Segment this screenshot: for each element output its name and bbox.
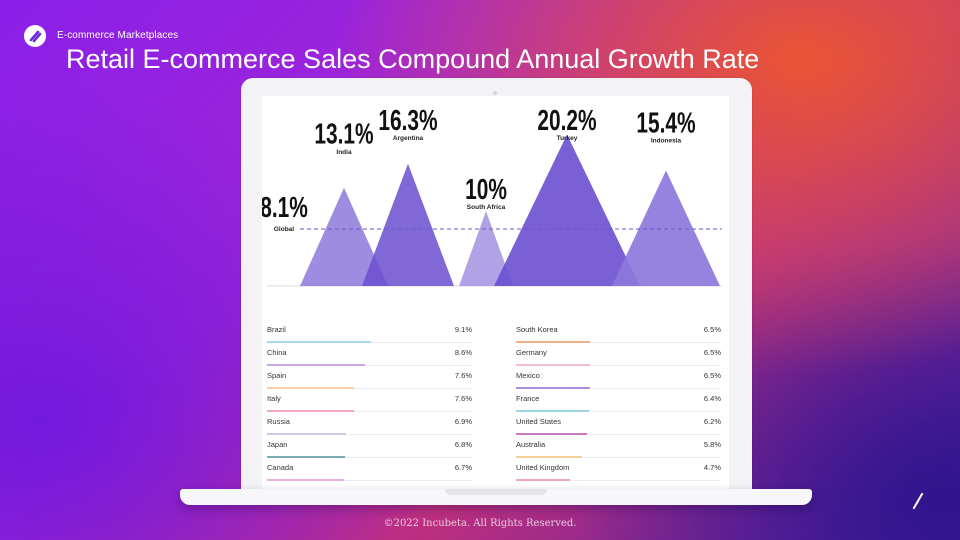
country-growth-value: 8.6% bbox=[454, 348, 472, 357]
list-item: Brazil 9.1% bbox=[267, 320, 472, 343]
country-growth-value: 6.7% bbox=[454, 463, 472, 472]
peak-south-africa bbox=[459, 211, 513, 286]
country-growth-bar bbox=[267, 387, 354, 389]
country-growth-value: 7.6% bbox=[454, 394, 472, 403]
list-item: China 8.6% bbox=[267, 343, 472, 366]
country-growth-bar bbox=[267, 410, 354, 412]
peak-value-india: 13.1% bbox=[314, 119, 373, 151]
country-name: United Kingdom bbox=[516, 463, 570, 472]
list-item: Japan 6.8% bbox=[267, 435, 472, 458]
list-item: Spain 7.6% bbox=[267, 366, 472, 389]
list-item: Mexico 6.5% bbox=[516, 366, 721, 389]
peak-value-south-africa: 10% bbox=[465, 174, 507, 206]
global-average-label: Global bbox=[274, 226, 294, 233]
country-growth-bar bbox=[516, 456, 583, 458]
country-name: Mexico bbox=[516, 371, 540, 380]
list-item: United States 6.2% bbox=[516, 412, 721, 435]
country-growth-value: 9.1% bbox=[454, 325, 472, 334]
peak-label-argentina: Argentina bbox=[393, 135, 424, 142]
country-name: United States bbox=[516, 417, 562, 426]
country-name: Italy bbox=[267, 394, 281, 403]
list-item: Australia 5.8% bbox=[516, 435, 721, 458]
logo-mark-icon bbox=[29, 30, 42, 43]
country-growth-bar bbox=[516, 364, 591, 366]
incubeta-logo bbox=[24, 25, 46, 47]
country-name: Australia bbox=[516, 440, 546, 449]
country-name: Brazil bbox=[267, 325, 286, 334]
country-growth-value: 6.2% bbox=[703, 417, 721, 426]
country-growth-value: 4.7% bbox=[703, 463, 721, 472]
country-growth-bar bbox=[267, 433, 346, 435]
peak-label-south-africa: South Africa bbox=[467, 204, 506, 211]
country-name: Spain bbox=[267, 371, 287, 380]
country-growth-value: 6.5% bbox=[703, 371, 721, 380]
country-name: Russia bbox=[267, 417, 290, 426]
peak-value-argentina: 16.3% bbox=[378, 105, 437, 137]
slash-mark-icon bbox=[912, 492, 924, 510]
peak-value-turkey: 20.2% bbox=[537, 105, 596, 137]
peak-label-india: India bbox=[336, 149, 352, 156]
camera-dot bbox=[493, 91, 497, 95]
laptop-notch bbox=[445, 489, 547, 495]
country-growth-bar bbox=[516, 433, 587, 435]
peak-value-indonesia: 15.4% bbox=[636, 107, 695, 139]
list-item: United Kingdom 4.7% bbox=[516, 458, 721, 481]
country-list-right: South Korea 6.5% Germany 6.5% Mexico 6.5% Fran… bbox=[516, 320, 721, 481]
country-growth-bar bbox=[516, 479, 570, 481]
country-growth-bar bbox=[267, 456, 345, 458]
list-item: Canada 6.7% bbox=[267, 458, 472, 481]
list-item: Germany 6.5% bbox=[516, 343, 721, 366]
country-growth-bar bbox=[516, 410, 590, 412]
peak-indonesia bbox=[612, 170, 720, 286]
laptop-frame: 13.1% India 16.3% Argentina 10% South Africa 2… bbox=[241, 78, 752, 494]
peak-label-indonesia: Indonesia bbox=[651, 138, 682, 145]
country-growth-value: 6.4% bbox=[703, 394, 721, 403]
laptop-screen: 13.1% India 16.3% Argentina 10% South Africa 2… bbox=[262, 96, 729, 494]
country-growth-value: 7.6% bbox=[454, 371, 472, 380]
slide-title: Retail E-commerce Sales Compound Annual … bbox=[66, 44, 760, 74]
country-name: South Korea bbox=[516, 325, 558, 334]
country-growth-value: 5.8% bbox=[703, 440, 721, 449]
peak-turkey bbox=[494, 134, 640, 286]
laptop-base bbox=[180, 489, 812, 505]
country-growth-value: 6.8% bbox=[454, 440, 472, 449]
section-kicker: E-commerce Marketplaces bbox=[57, 30, 179, 41]
country-name: Canada bbox=[267, 463, 294, 472]
country-growth-bar bbox=[516, 387, 591, 389]
list-item: France 6.4% bbox=[516, 389, 721, 412]
country-growth-bar bbox=[516, 341, 591, 343]
peak-label-turkey: Turkey bbox=[557, 135, 578, 142]
country-growth-bar bbox=[267, 341, 371, 343]
global-average-value: 8.1% bbox=[262, 192, 308, 224]
list-item: Italy 7.6% bbox=[267, 389, 472, 412]
country-growth-bar bbox=[267, 364, 366, 366]
country-name: France bbox=[516, 394, 540, 403]
country-list-left: Brazil 9.1% China 8.6% Spain 7.6% Italy 7.6% Rus… bbox=[267, 320, 472, 481]
country-name: China bbox=[267, 348, 287, 357]
peak-india bbox=[300, 187, 388, 286]
peak-argentina bbox=[362, 163, 454, 286]
list-item: Russia 6.9% bbox=[267, 412, 472, 435]
country-growth-value: 6.5% bbox=[703, 348, 721, 357]
country-growth-value: 6.5% bbox=[703, 325, 721, 334]
country-name: Germany bbox=[516, 348, 547, 357]
list-item: South Korea 6.5% bbox=[516, 320, 721, 343]
country-growth-value: 6.9% bbox=[454, 417, 472, 426]
country-growth-bar bbox=[267, 479, 344, 481]
growth-peaks-chart: 13.1%India 16.3%Argentina 10%South Africa 2… bbox=[262, 105, 722, 287]
copyright-footer: ©2022 Incubeta. All Rights Reserved. bbox=[383, 518, 577, 529]
country-name: Japan bbox=[267, 440, 288, 449]
